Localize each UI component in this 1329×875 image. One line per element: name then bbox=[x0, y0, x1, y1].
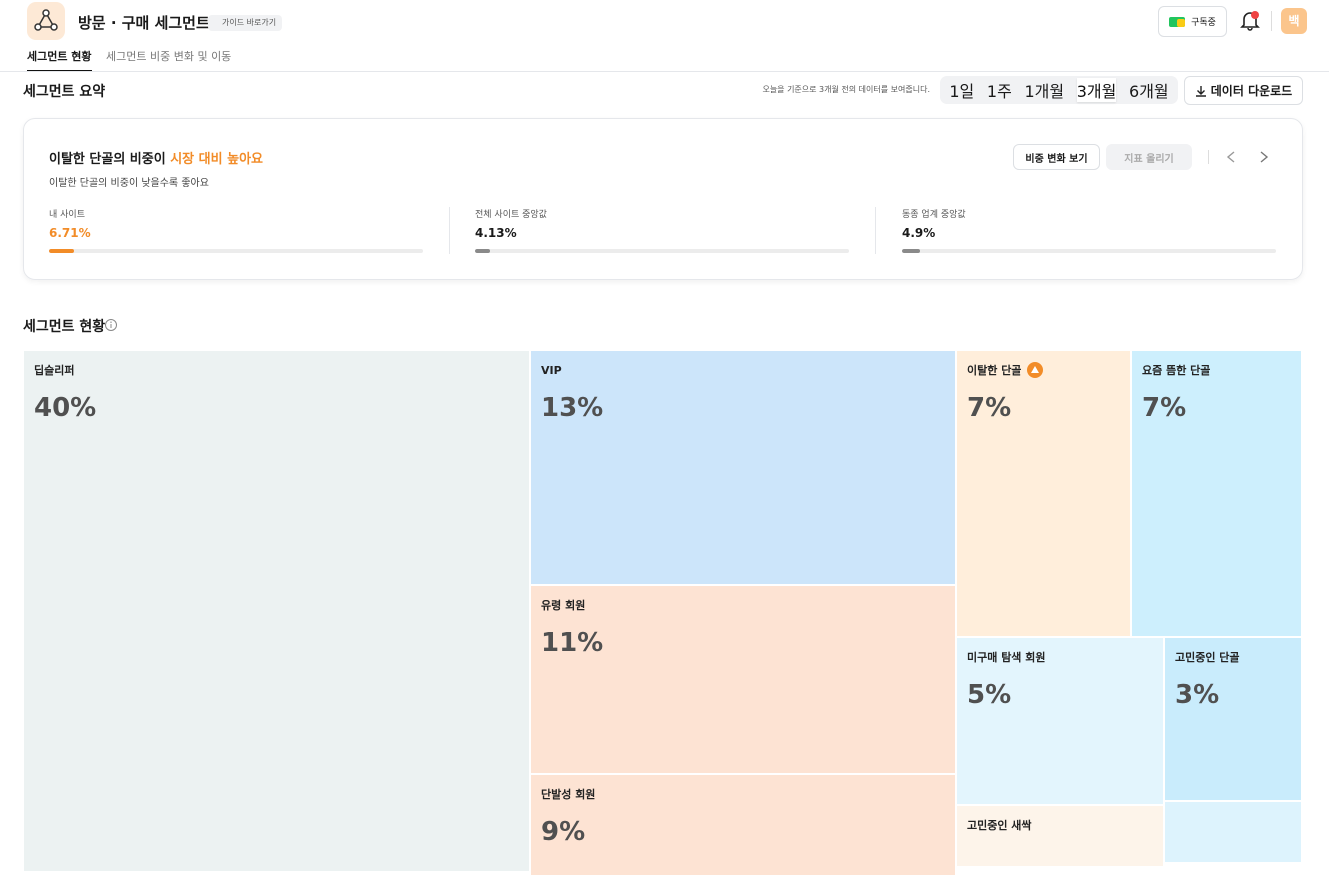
view-button[interactable]: 비중 변화 보기 bbox=[1013, 144, 1100, 170]
metric-track bbox=[49, 249, 423, 253]
tile-unlabeled bbox=[1165, 802, 1301, 862]
tab-active[interactable]: 세그먼트 현황 bbox=[27, 48, 92, 72]
tile-name: 이탈한 단골 bbox=[967, 362, 1120, 378]
avatar[interactable]: 백 bbox=[1281, 8, 1307, 34]
treemap-tile[interactable]: 고민중인 새싹 bbox=[957, 806, 1163, 866]
download-icon bbox=[1195, 85, 1206, 97]
metric-bar bbox=[475, 249, 491, 253]
tile-name: 미구매 탐색 회원 bbox=[967, 650, 1153, 664]
warning-glyph bbox=[1031, 366, 1040, 373]
treemap-tile[interactable]: 단발성 회원 9% bbox=[531, 775, 955, 875]
divider bbox=[1208, 150, 1209, 164]
page-title: 방문 · 구매 세그먼트 bbox=[78, 14, 210, 32]
tile-share: 13% bbox=[541, 393, 604, 423]
treemap-tile[interactable]: 이탈한 단골 7% bbox=[957, 351, 1130, 636]
boost-label: 지표 올리기 bbox=[1124, 153, 1174, 165]
metric-label: 전체 사이트 중앙값 bbox=[475, 210, 547, 220]
metric: 내 사이트 6.71% bbox=[49, 207, 423, 253]
subscription-button[interactable]: 구독중 bbox=[1158, 6, 1227, 37]
notification-bell[interactable] bbox=[1239, 9, 1261, 31]
subscription-icon bbox=[1169, 16, 1186, 27]
metric-value: 4.9% bbox=[902, 226, 936, 240]
section-title: 세그먼트 현황 bbox=[23, 319, 106, 335]
tile-name-text: 유령 회원 bbox=[541, 599, 586, 612]
tile-share: 3% bbox=[1175, 680, 1220, 710]
treemap-tile[interactable]: 미구매 탐색 회원 5% bbox=[957, 638, 1163, 804]
tile-name: 요즘 뜸한 단골 bbox=[1142, 363, 1291, 377]
tile-name-text: 요즘 뜸한 단골 bbox=[1142, 364, 1211, 377]
section-title: 세그먼트 요약 bbox=[23, 84, 106, 100]
tile-share: 40% bbox=[34, 393, 97, 423]
tile-name: 고민중인 단골 bbox=[1175, 650, 1291, 664]
boost-button[interactable]: 지표 올리기 bbox=[1106, 144, 1192, 170]
treemap-tile[interactable]: 고민중인 단골 3% bbox=[1165, 638, 1301, 800]
tile-share: 7% bbox=[1142, 393, 1187, 423]
divider bbox=[1271, 11, 1272, 31]
logo-icon bbox=[34, 9, 58, 31]
insight-card bbox=[23, 118, 1303, 280]
treemap-tile[interactable]: 요즘 뜸한 단골 7% bbox=[1132, 351, 1301, 636]
tile-name: 유령 회원 bbox=[541, 598, 945, 612]
tile-share: 9% bbox=[541, 817, 586, 847]
period-selector: 1일 1주 1개월 3개월 6개월 bbox=[940, 76, 1178, 104]
insight-subtitle: 이탈한 단골의 비중이 낮을수록 좋아요 bbox=[49, 178, 209, 189]
metric: 동종 업계 중앙값 4.9% bbox=[902, 207, 1276, 253]
divider bbox=[875, 207, 876, 254]
insight-headline: 이탈한 단골의 비중이 시장 대비 높아요 bbox=[49, 148, 263, 167]
pager[interactable] bbox=[1223, 149, 1273, 165]
tabs-border bbox=[0, 71, 1329, 72]
metric: 전체 사이트 중앙값 4.13% bbox=[475, 207, 849, 253]
tile-name: 단발성 회원 bbox=[541, 787, 945, 801]
period-option[interactable]: 1개월 bbox=[1024, 82, 1065, 101]
period-option[interactable]: 6개월 bbox=[1129, 82, 1169, 101]
metric-label: 동종 업계 중앙값 bbox=[902, 210, 966, 220]
tile-name-text: 이탈한 단골 bbox=[967, 364, 1022, 377]
guide-link[interactable]: 가이드 바로가기 bbox=[208, 15, 283, 31]
metric-track bbox=[902, 249, 1276, 253]
headline-text: 이탈한 단골의 비중이 bbox=[49, 152, 171, 167]
download-label: 데이터 다운로드 bbox=[1210, 84, 1293, 98]
tile-name-text: 단발성 회원 bbox=[541, 788, 596, 801]
tile-name-text: VIP bbox=[541, 363, 562, 377]
treemap-tile[interactable]: 딥슬리퍼 40% bbox=[24, 351, 529, 871]
app-logo bbox=[27, 2, 65, 40]
tile-share: 7% bbox=[967, 393, 1012, 423]
metric-track bbox=[475, 249, 849, 253]
metric-label: 내 사이트 bbox=[49, 210, 85, 220]
warning-icon bbox=[1027, 362, 1044, 378]
period-option[interactable]: 3개월 bbox=[1076, 78, 1117, 102]
tile-name: 딥슬리퍼 bbox=[34, 363, 519, 377]
tile-name-text: 고민중인 새싹 bbox=[967, 819, 1032, 832]
tile-share: 11% bbox=[541, 628, 604, 658]
headline-highlight: 시장 대비 높아요 bbox=[170, 152, 263, 167]
metric-value: 6.71% bbox=[49, 226, 91, 240]
subscription-label: 구독중 bbox=[1191, 18, 1216, 28]
treemap-tile[interactable]: 유령 회원 11% bbox=[531, 586, 955, 773]
tab[interactable]: 세그먼트 비중 변화 및 이동 bbox=[106, 50, 232, 63]
tile-name-text: 고민중인 단골 bbox=[1175, 651, 1240, 664]
tile-share: 5% bbox=[967, 680, 1012, 710]
metric-value: 4.13% bbox=[475, 226, 517, 240]
tile-name-text: 딥슬리퍼 bbox=[34, 364, 75, 377]
tile-name: VIP bbox=[541, 363, 945, 377]
download-button[interactable]: 데이터 다운로드 bbox=[1184, 76, 1303, 105]
tile-name: 고민중인 새싹 bbox=[967, 818, 1153, 832]
period-note: 오늘을 기준으로 3개월 전의 데이터를 보여줍니다. bbox=[762, 85, 930, 94]
tile-name-text: 미구매 탐색 회원 bbox=[967, 651, 1046, 664]
period-option[interactable]: 1주 bbox=[986, 82, 1012, 101]
info-icon[interactable] bbox=[104, 318, 118, 332]
metric-bar bbox=[49, 249, 75, 253]
period-option[interactable]: 1일 bbox=[949, 82, 975, 101]
metric-bar bbox=[902, 249, 921, 253]
treemap-tile[interactable]: VIP 13% bbox=[531, 351, 955, 584]
divider bbox=[449, 207, 450, 254]
